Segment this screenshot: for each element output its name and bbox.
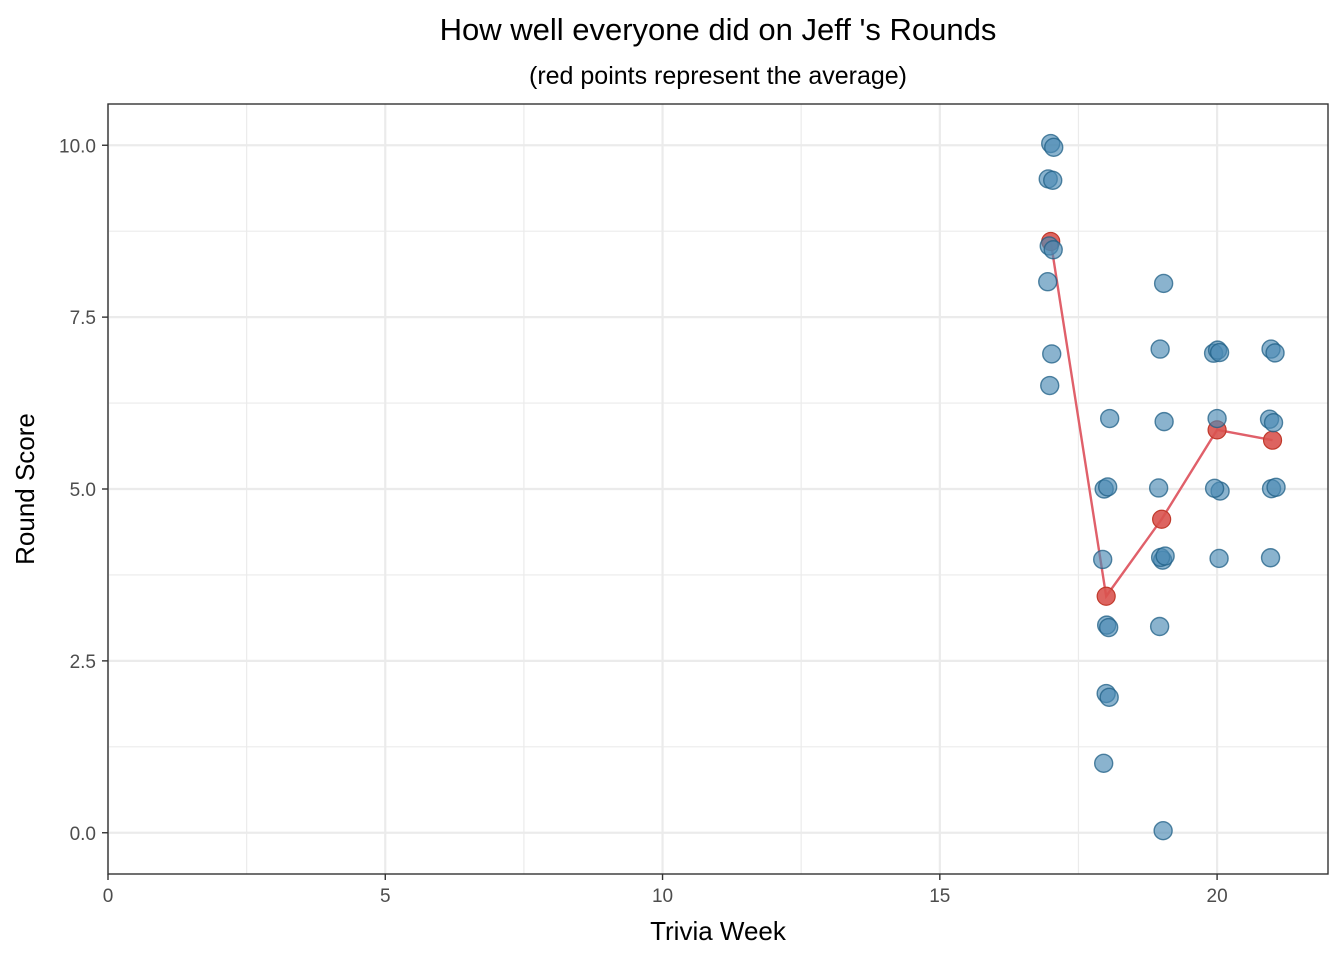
- x-tick-label: 15: [929, 886, 950, 907]
- average-point: [1152, 509, 1172, 529]
- score-point: [1043, 170, 1063, 191]
- score-point: [1097, 477, 1118, 497]
- grid: [106, 104, 1328, 874]
- score-point: [1154, 411, 1174, 432]
- x-tick-label: 0: [103, 886, 114, 907]
- y-tick-label: 2.5: [70, 652, 96, 673]
- x-tick-label: 10: [652, 886, 673, 907]
- chart-subtitle: (red points represent the average): [529, 62, 907, 90]
- score-point: [1148, 478, 1169, 498]
- score-point: [1153, 273, 1174, 294]
- y-axis-title: Round Score: [10, 413, 40, 565]
- score-point: [1092, 549, 1113, 570]
- score-point: [1209, 342, 1230, 363]
- score-point: [1260, 548, 1281, 568]
- score-point: [1263, 412, 1284, 433]
- x-axis-title: Trivia Week: [650, 916, 787, 946]
- score-points: [1038, 133, 1286, 841]
- average-point: [1262, 430, 1283, 450]
- chart-title: How well everyone did on Jeff 's Rounds: [440, 12, 997, 47]
- y-tick-label: 7.5: [70, 308, 96, 329]
- score-point: [1042, 344, 1062, 364]
- score-point: [1038, 272, 1058, 292]
- y-tick-label: 5.0: [70, 480, 96, 501]
- score-point: [1207, 408, 1227, 429]
- score-point: [1150, 339, 1170, 359]
- axes: 0 5 10 15 20 0.0 2.5 5.0 7.5 10.0: [59, 136, 1228, 907]
- x-tick-label: 20: [1207, 886, 1228, 907]
- score-point: [1266, 477, 1286, 497]
- score-point: [1098, 617, 1119, 638]
- score-point: [1265, 343, 1285, 363]
- average-point: [1096, 586, 1116, 606]
- score-point: [1040, 375, 1060, 396]
- score-point: [1093, 753, 1114, 774]
- y-tick-label: 10.0: [59, 136, 96, 157]
- score-point: [1099, 408, 1120, 429]
- score-point: [1153, 820, 1173, 841]
- score-point: [1209, 548, 1229, 569]
- x-tick-label: 5: [380, 886, 391, 907]
- score-point: [1044, 137, 1064, 158]
- score-point: [1204, 478, 1225, 499]
- score-point: [1149, 616, 1170, 637]
- score-point: [1155, 546, 1175, 566]
- score-point: [1099, 687, 1119, 708]
- y-tick-label: 0.0: [70, 824, 96, 845]
- score-point: [1043, 240, 1063, 260]
